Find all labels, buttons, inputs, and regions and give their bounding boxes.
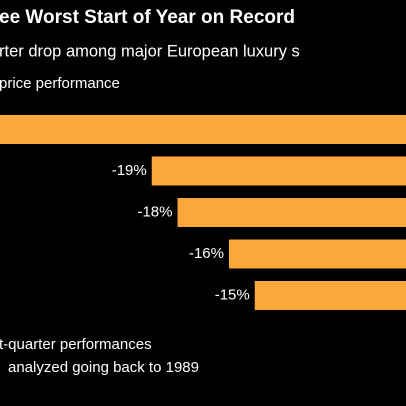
bar bbox=[229, 239, 406, 269]
value-label: -16% bbox=[189, 245, 224, 262]
value-label: -19% bbox=[112, 162, 147, 179]
chart-title: ee Worst Start of Year on Record bbox=[0, 7, 295, 28]
chart-subtitle: rter drop among major European luxury s bbox=[0, 42, 300, 60]
footnote: analyzed going back to 1989 bbox=[8, 359, 199, 376]
bar bbox=[254, 281, 406, 310]
value-label: -15% bbox=[215, 286, 250, 303]
footnote: t-quarter performances bbox=[0, 336, 152, 353]
bar bbox=[151, 156, 406, 186]
bar bbox=[0, 115, 406, 144]
axis-label: price performance bbox=[0, 75, 120, 92]
bar bbox=[177, 198, 406, 227]
value-label: -18% bbox=[137, 203, 172, 220]
